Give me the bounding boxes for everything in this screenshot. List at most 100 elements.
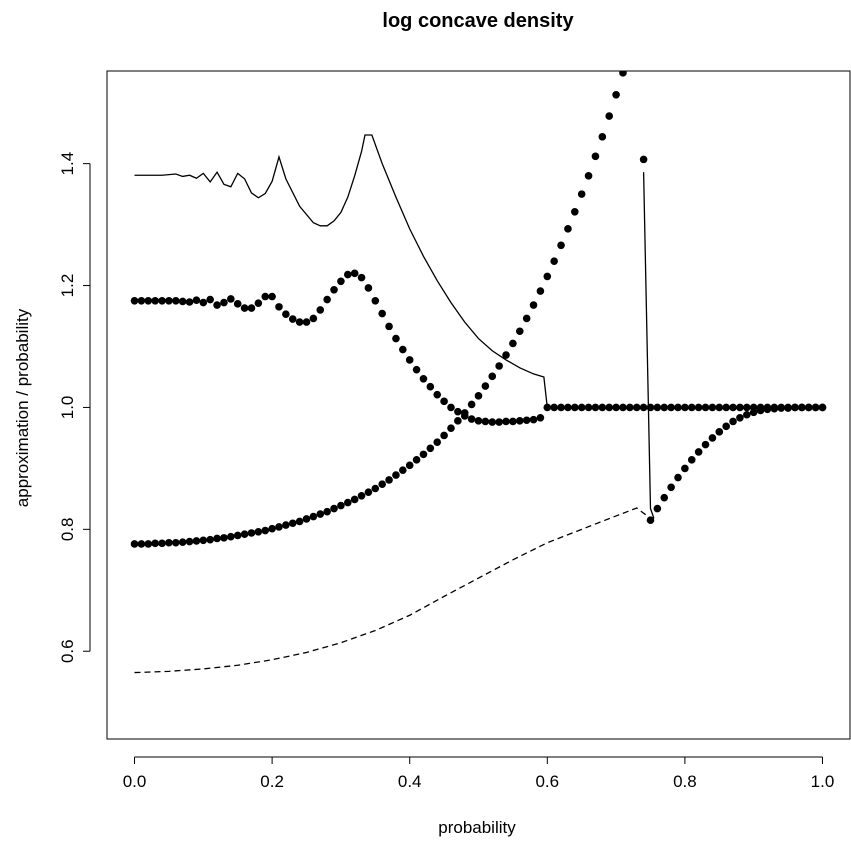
data-point (295, 318, 304, 326)
series-layer (130, 71, 827, 674)
data-point (419, 374, 428, 383)
data-point (282, 310, 290, 318)
data-point (557, 241, 565, 250)
data-point (440, 397, 448, 406)
data-point (405, 356, 414, 364)
data-point (667, 483, 675, 492)
data-point (722, 422, 730, 431)
x-tick-label: 0.8 (673, 772, 697, 791)
data-point (736, 414, 744, 422)
data-point (227, 532, 235, 541)
data-point (357, 273, 366, 282)
data-point (564, 403, 572, 412)
data-point (681, 403, 689, 412)
x-axis-label: probability (438, 818, 516, 837)
data-point (481, 382, 490, 390)
series-points-3 (130, 269, 827, 426)
data-point (515, 327, 524, 336)
data-point (447, 424, 455, 432)
data-point (701, 403, 710, 412)
data-point (227, 295, 235, 303)
data-point (447, 403, 455, 412)
data-point (798, 403, 806, 412)
data-point (687, 456, 696, 464)
data-point (736, 403, 744, 412)
series-line-0 (134, 134, 823, 409)
data-point (674, 403, 682, 412)
data-point (144, 296, 153, 305)
data-point (240, 530, 249, 539)
data-point (254, 299, 263, 308)
data-point (743, 410, 751, 419)
data-point (584, 403, 593, 412)
data-point (364, 284, 373, 292)
data-point (770, 404, 779, 413)
data-point (577, 403, 586, 412)
data-point (137, 540, 146, 548)
data-point (502, 417, 510, 426)
data-point (412, 456, 421, 464)
data-point (220, 534, 228, 542)
data-point (385, 322, 393, 331)
data-point (130, 540, 139, 548)
data-point (199, 298, 208, 307)
data-point (777, 404, 785, 412)
y-tick-label: 1.4 (58, 152, 77, 176)
data-point (495, 362, 503, 370)
data-point (674, 473, 682, 482)
data-point (343, 270, 352, 279)
data-point (550, 403, 558, 412)
data-point (639, 403, 648, 412)
plot-frame (106, 70, 851, 740)
data-point (288, 315, 297, 323)
data-point (722, 403, 730, 412)
data-point (192, 296, 201, 304)
y-tick-label: 0.8 (58, 518, 77, 542)
series-points-4 (130, 71, 827, 548)
data-point (268, 292, 276, 301)
data-point (247, 529, 256, 537)
data-point (619, 71, 627, 77)
data-point (233, 300, 242, 308)
series-line-1 (642, 172, 655, 519)
data-point (385, 476, 393, 484)
data-point (509, 417, 517, 426)
data-point (536, 287, 545, 295)
data-point (743, 403, 751, 412)
x-tick-label: 0.4 (398, 772, 422, 791)
data-point (337, 501, 345, 510)
data-point (626, 403, 634, 412)
data-point (577, 190, 586, 198)
data-point (591, 152, 600, 161)
data-point (392, 471, 400, 479)
data-point (529, 415, 538, 424)
data-point (323, 507, 331, 516)
data-point (192, 537, 201, 545)
data-point (240, 304, 249, 312)
data-point (158, 539, 166, 548)
data-point (811, 403, 820, 412)
data-point (399, 345, 407, 354)
data-point (412, 365, 421, 374)
data-point (536, 414, 545, 422)
data-point (185, 298, 194, 306)
data-point (619, 403, 627, 412)
data-point (694, 448, 703, 456)
y-tick-label: 1.2 (58, 274, 77, 298)
data-point (206, 535, 214, 544)
data-point (550, 257, 558, 265)
data-point (495, 418, 503, 426)
data-point (522, 416, 531, 425)
data-point (199, 536, 208, 545)
y-axis: 0.6 0.8 1.0 1.2 1.4 (58, 152, 91, 663)
data-point (419, 450, 428, 459)
data-point (474, 417, 483, 425)
data-point (392, 334, 400, 343)
data-point (220, 298, 228, 307)
data-point (653, 403, 662, 412)
data-point (467, 400, 476, 409)
y-tick-label: 0.6 (58, 639, 77, 663)
data-point (681, 464, 689, 473)
data-point (729, 403, 737, 412)
